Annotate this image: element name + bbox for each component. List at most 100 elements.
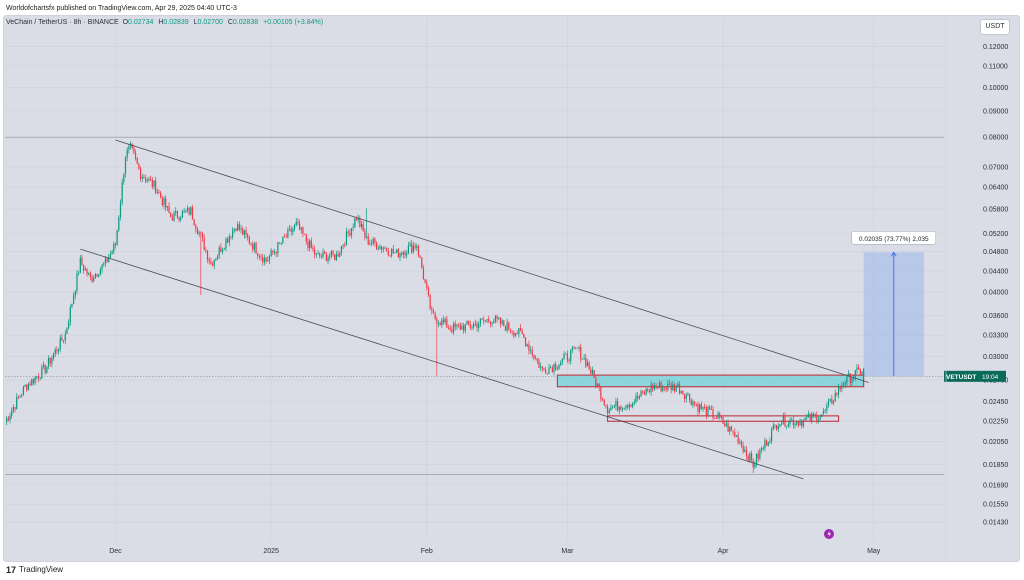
candle [484,320,486,323]
candle-body [781,423,783,425]
candle-body [310,240,312,248]
candle [717,410,719,420]
candle-body [521,330,523,334]
candle-body [672,384,674,391]
candle-body [680,391,682,394]
candle-body [598,384,600,388]
candle [11,407,13,419]
candle [556,365,558,371]
candle [305,233,307,245]
candle [292,226,294,236]
candle [124,156,127,178]
plot-area [5,17,944,540]
candle-body [509,329,512,332]
candle [404,249,406,259]
candle [416,243,418,251]
candle-body [849,373,851,383]
candle-body [859,368,861,375]
candle-body [171,217,173,221]
candle-body [384,248,386,250]
candle-body [230,236,232,238]
candle [417,244,420,258]
candle-body [625,405,627,408]
candle-body [615,401,617,407]
candle-body [578,347,580,349]
candle [94,272,96,279]
candle-body [232,230,234,238]
candle [709,405,711,410]
candle [585,354,587,369]
candle [863,367,865,378]
candle-body [551,367,553,372]
candle [541,366,543,372]
candle [223,247,225,250]
candle [493,318,495,324]
candle-body [260,256,262,258]
candle [93,275,95,283]
candle-body [846,374,848,383]
candle [449,324,451,332]
candle [518,327,520,338]
candle [293,223,296,232]
candle-body [735,435,738,437]
candle-body [826,405,828,411]
legend-low: 0.02700 [197,19,223,26]
candle-body [697,404,699,412]
candle [742,441,744,454]
candle-body [516,333,518,335]
candle-body [6,418,8,422]
candle-body [841,385,843,389]
candle-body [377,249,379,250]
candle-body [782,415,784,424]
candle [678,381,681,395]
footer-brand[interactable]: 17 TradingView [6,563,63,577]
candle-body [265,257,267,262]
candle-body [648,390,651,393]
candle-body [56,349,58,352]
candle-body [268,256,271,261]
candle [504,325,507,331]
candle-body [688,394,691,401]
candle-body [364,231,366,238]
candle-body [407,245,409,254]
currency-button[interactable]: USDT [980,19,1010,35]
candle-body [717,413,719,419]
candle [534,355,537,360]
candle [54,347,56,357]
candle [727,419,729,433]
candle [673,382,676,394]
candle-body [297,221,299,224]
candle-body [657,387,659,388]
candle [133,145,135,155]
candle [180,215,182,222]
candle-body [466,320,468,324]
candle-body [161,197,163,205]
candle [811,411,813,424]
candle [106,257,108,263]
candle-body [824,410,826,412]
candle [374,237,376,247]
candle [141,173,143,182]
candle-body [571,347,574,351]
candle-body [434,313,436,319]
legend-close-label: C [227,19,233,26]
candle-body [387,251,389,256]
candle [816,411,818,424]
legend-symbol[interactable]: VeChain / TetherUS · 8h · BINANCE [6,19,119,26]
candle-body [478,324,480,328]
candle-body [491,322,493,325]
candle [101,263,103,274]
candle [83,264,85,274]
candle [625,404,627,411]
candle-body [225,238,227,249]
candle-body [673,384,676,392]
candle [817,416,820,424]
candle [767,441,769,447]
candle [424,278,426,284]
candle [230,235,232,240]
candle [186,205,189,213]
candle [519,324,522,332]
candle [352,223,354,232]
y-tick-label: 0.12000 [983,44,1008,51]
